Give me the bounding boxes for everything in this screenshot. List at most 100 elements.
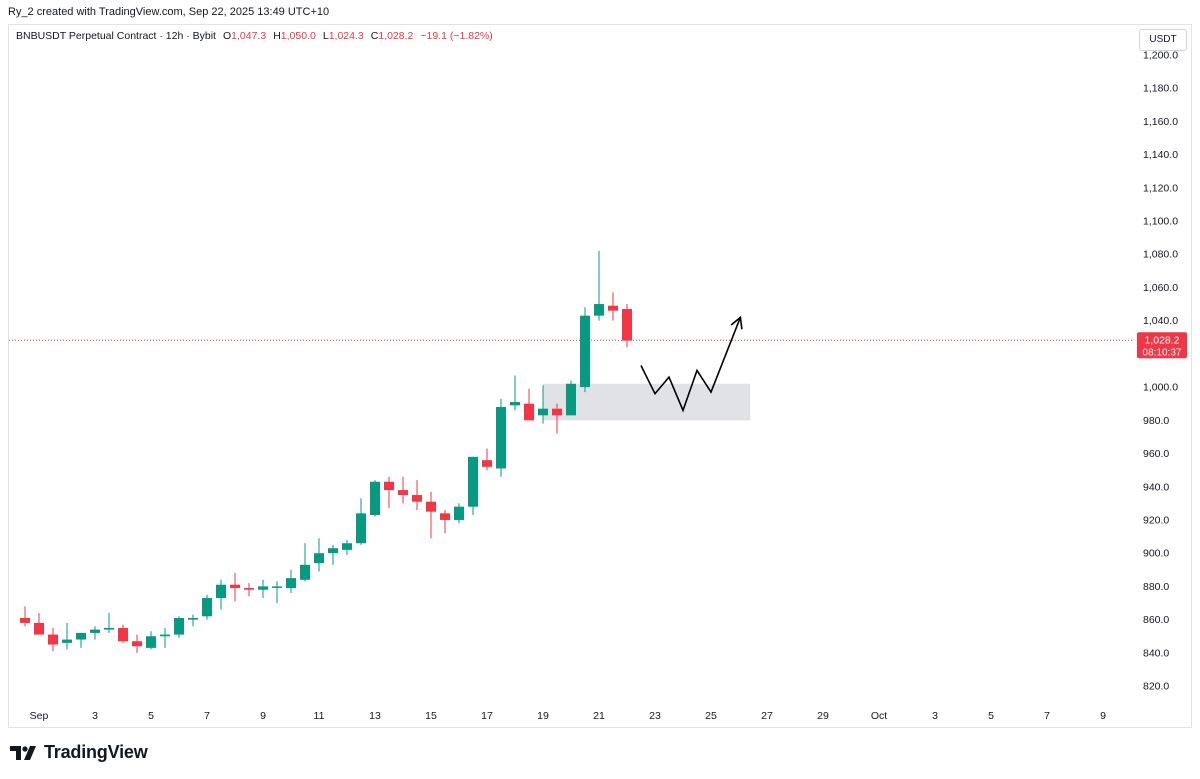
y-tick-label: 960.0 [1143,448,1169,460]
candle-body [174,617,184,635]
y-tick-label: 1,180.0 [1143,83,1178,95]
currency-button[interactable]: USDT [1139,29,1187,51]
candle [496,398,506,477]
candle [300,543,310,582]
symbol-title[interactable]: BNBUSDT Perpetual Contract · 12h · Bybit [16,30,216,42]
y-tick-label: 1,060.0 [1143,282,1178,294]
x-tick-label: Sep [30,710,49,722]
candle-body [48,634,58,645]
open-value: 1,047.3 [231,30,267,42]
candle [188,614,198,627]
candle-body [482,460,492,467]
candle [118,624,128,643]
candle-body [426,501,436,512]
candle-body [524,403,534,421]
candle [286,569,296,594]
candle [160,627,170,648]
support-zone [543,383,751,421]
candle-body [538,408,548,416]
candle-body [608,305,618,311]
close-label: C [370,30,379,42]
y-tick-label: 1,160.0 [1143,116,1178,128]
candle-body [272,586,282,588]
candle [566,380,576,416]
candle-body [398,490,408,496]
x-tick-label: 9 [260,710,266,722]
candle [146,631,156,650]
candle [580,307,590,393]
candle [524,388,534,421]
candle-body [580,315,590,388]
candle-body [146,636,156,648]
attribution-text: Ry_2 created with TradingView.com, Sep 2… [8,6,330,18]
candle-body [566,383,576,416]
candle-body [356,513,366,544]
x-tick-label: 19 [537,710,549,722]
candle [34,612,44,635]
low-value: 1,024.3 [328,30,364,42]
candle-body [132,641,142,647]
candle-body [90,629,100,633]
y-tick-label: 880.0 [1143,581,1169,593]
x-tick-label: 27 [761,710,773,722]
candle-body [440,513,450,520]
candle-body [384,481,394,491]
x-tick-label: 9 [1100,710,1106,722]
candle-body [314,553,324,564]
candle-body [552,408,562,416]
x-tick-label: 23 [649,710,661,722]
candle [132,634,142,653]
candle-body [62,639,72,643]
candle [76,632,86,648]
candle-body [370,481,380,515]
x-tick-label: 25 [705,710,717,722]
close-value: 1,028.2 [378,30,414,42]
brand-name: TradingView [44,742,148,762]
x-tick-label: 7 [1044,710,1050,722]
x-tick-label: 7 [204,710,210,722]
candle-body [300,564,310,580]
low-label: L [322,30,329,42]
candle-body [454,506,464,520]
candle [272,581,282,604]
candle [20,606,30,627]
candle-body [188,617,198,620]
x-tick-label: 3 [92,710,98,722]
candle [62,622,72,650]
candle-body [216,584,226,599]
candle-body [342,543,352,550]
candle-body [104,627,114,630]
candle [104,612,114,633]
x-tick-label: 21 [593,710,605,722]
candle [594,250,604,321]
y-tick-label: 1,000.0 [1143,382,1178,394]
x-tick-label: 11 [314,710,325,722]
last-price-tag [1137,332,1187,359]
projection-path [640,317,742,413]
candle-body [118,627,128,642]
candle [552,403,562,434]
candle-body [412,495,422,502]
y-tick-label: 1,120.0 [1143,182,1178,194]
candle [398,476,408,504]
candle [370,480,380,517]
candle [482,448,492,471]
candle [90,626,100,640]
projection-arrowhead [730,315,743,330]
candle-body [258,586,268,590]
candle [510,375,520,411]
y-tick-label: 940.0 [1143,481,1169,493]
open-label: O [222,30,232,42]
candle [230,573,240,602]
candle-body [286,578,296,589]
candle [216,579,226,610]
candle-body [160,634,170,637]
candle [622,304,632,348]
candle [48,627,58,652]
y-tick-label: 980.0 [1143,415,1169,427]
change-value: −19.1 (−1.82%) [420,30,493,42]
x-tick-label: Oct [871,710,887,722]
y-tick-label: 1,200.0 [1143,49,1178,61]
x-tick-label: 17 [481,710,493,722]
